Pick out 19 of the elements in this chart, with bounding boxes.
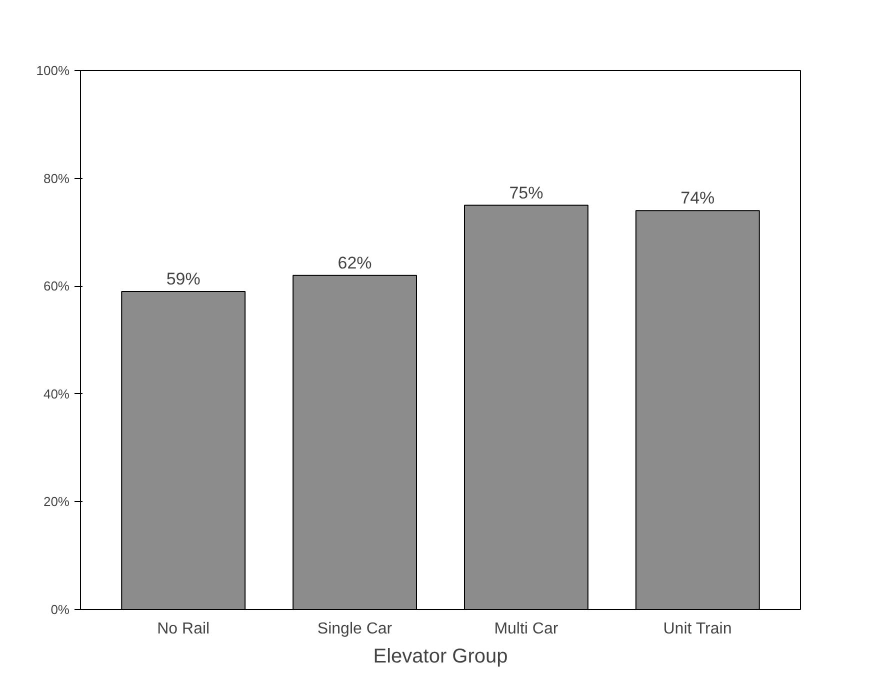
bar — [121, 290, 246, 610]
bar — [635, 210, 760, 610]
y-tick-label: 80% — [43, 170, 70, 186]
y-tick-label: 0% — [50, 602, 70, 617]
x-tick-label: Single Car — [317, 620, 393, 638]
data-label: 75% — [509, 183, 544, 202]
data-label: 59% — [166, 269, 200, 288]
data-label: 62% — [338, 253, 372, 272]
bar — [464, 204, 588, 610]
y-tick-label: 60% — [43, 278, 70, 294]
x-tick-label: No Rail — [157, 620, 210, 638]
y-tick-label: 40% — [43, 386, 70, 402]
y-tick-label: 100% — [36, 63, 70, 78]
x-tick-label: Unit Train — [663, 620, 732, 638]
bar — [292, 274, 417, 610]
y-tick-label: 20% — [43, 494, 70, 510]
data-label: 74% — [680, 188, 715, 208]
x-axis-title: Elevator Group — [373, 646, 508, 668]
x-tick-label: Multi Car — [494, 620, 559, 638]
